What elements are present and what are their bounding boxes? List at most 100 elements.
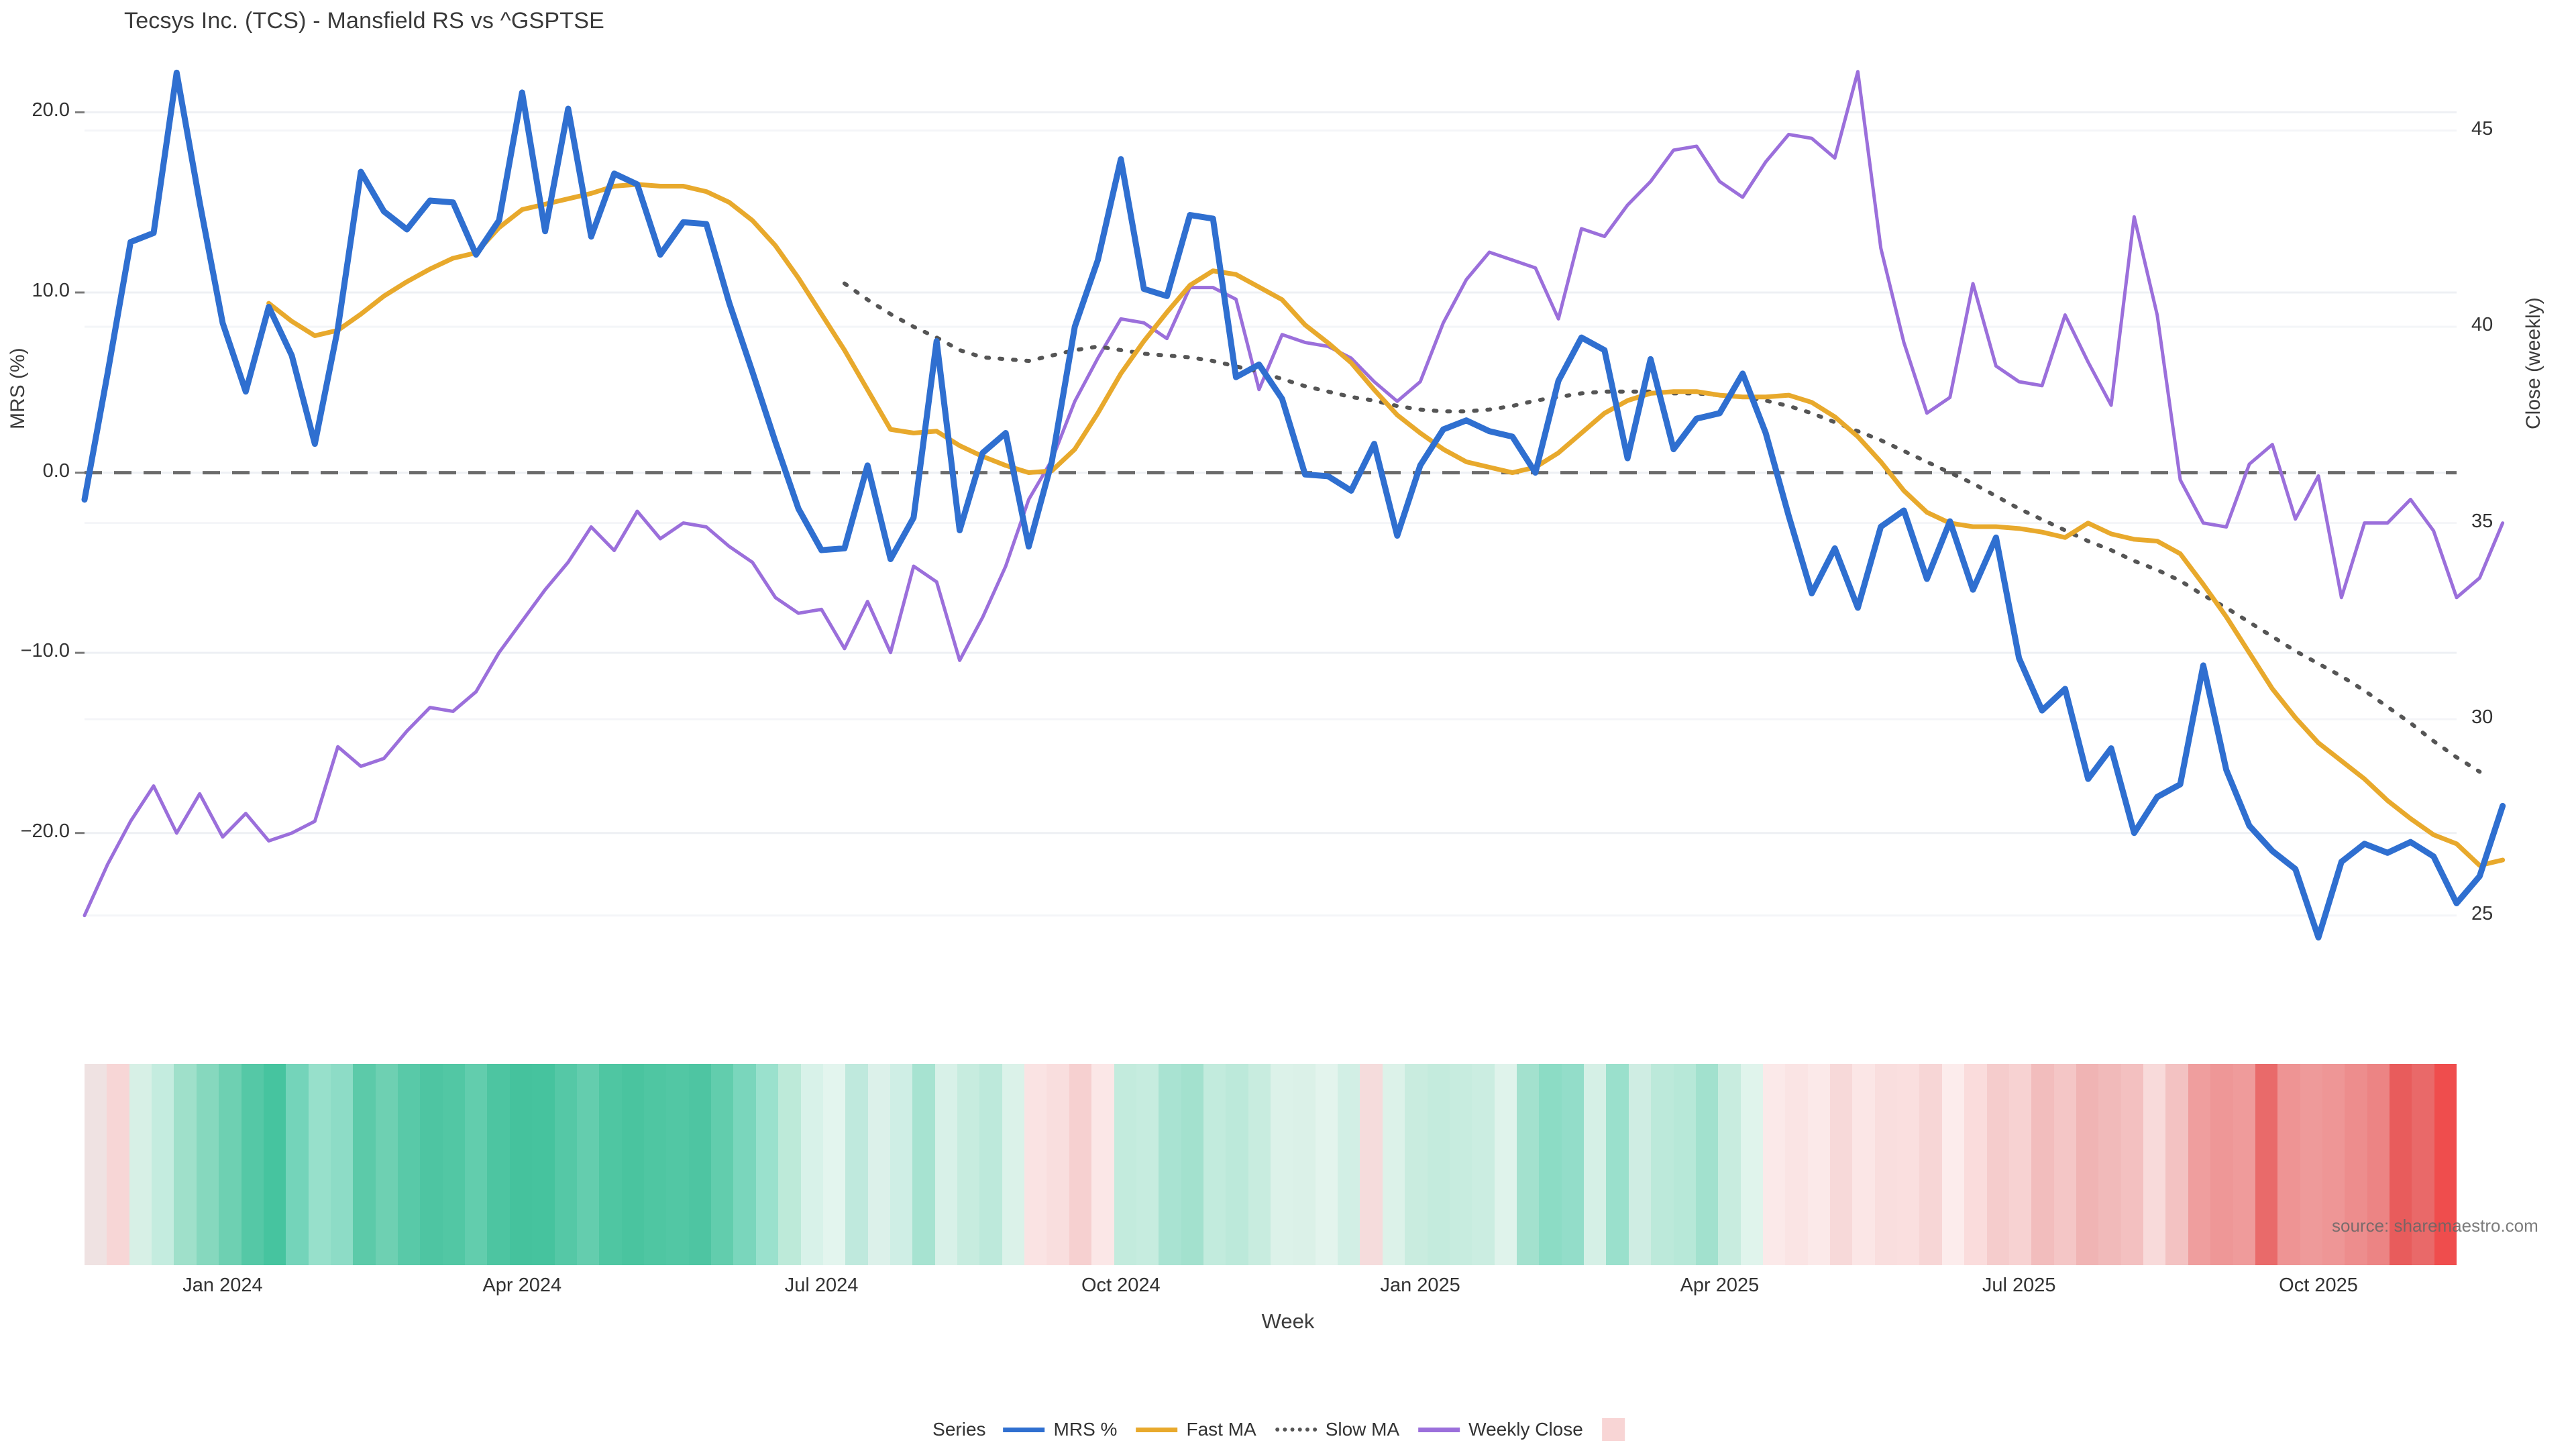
heatmap-band — [1338, 1064, 1360, 1265]
y2-tick-label: 35 — [2471, 510, 2493, 532]
heatmap-band — [1203, 1064, 1226, 1265]
heatmap-band — [755, 1064, 779, 1265]
heatmap-band — [957, 1064, 980, 1265]
heatmap-band — [2031, 1064, 2054, 1265]
heatmap-band — [1226, 1064, 1248, 1265]
heatmap-band — [1248, 1064, 1271, 1265]
legend-item-label: MRS % — [1053, 1419, 1118, 1440]
legend-line-icon — [1275, 1428, 1317, 1432]
heatmap-band — [2210, 1064, 2233, 1265]
heatmap-band — [1427, 1064, 1450, 1265]
x-tick-label: Jul 2025 — [1982, 1275, 2056, 1296]
heatmap-band — [2322, 1064, 2345, 1265]
heatmap-band — [1091, 1064, 1114, 1265]
heatmap-band — [1628, 1064, 1652, 1265]
heatmap-band — [2143, 1064, 2166, 1265]
heatmap-band — [1114, 1064, 1136, 1265]
legend-item-label: Slow MA — [1325, 1419, 1400, 1440]
heatmap-band — [2233, 1064, 2255, 1265]
heatmap-band — [1382, 1064, 1405, 1265]
x-tick-label: Oct 2024 — [1081, 1275, 1161, 1296]
heatmap-band — [308, 1064, 331, 1265]
legend-item-label: Weekly Close — [1468, 1419, 1583, 1440]
heatmap-band — [1897, 1064, 1920, 1265]
heatmap-band — [1293, 1064, 1316, 1265]
heatmap-band — [2367, 1064, 2390, 1265]
x-tick-label: Jan 2025 — [1380, 1275, 1460, 1296]
heatmap-band — [152, 1064, 174, 1265]
heatmap-band — [1449, 1064, 1472, 1265]
legend-item[interactable] — [1601, 1418, 1625, 1441]
legend-item[interactable]: Slow MA — [1275, 1419, 1399, 1440]
heatmap-band — [711, 1064, 734, 1265]
x-tick-label: Jan 2024 — [182, 1275, 263, 1296]
y-tick-label: −10.0 — [20, 640, 70, 662]
heatmap-band — [1740, 1064, 1763, 1265]
heatmap-band — [1539, 1064, 1562, 1265]
heatmap-band — [420, 1064, 443, 1265]
x-tick-label: Apr 2024 — [482, 1275, 562, 1296]
heatmap-band — [174, 1064, 197, 1265]
heatmap-band — [353, 1064, 376, 1265]
heatmap-band — [1919, 1064, 1942, 1265]
heatmap-band — [934, 1064, 958, 1265]
heatmap-band — [1852, 1064, 1875, 1265]
heatmap-band — [1830, 1064, 1853, 1265]
heatmap-band — [1673, 1064, 1696, 1265]
heatmap-band — [442, 1064, 466, 1265]
heatmap-band — [1986, 1064, 2009, 1265]
y2-tick-label: 25 — [2471, 902, 2493, 924]
legend-line-icon — [1136, 1427, 1178, 1432]
x-tick-label: Apr 2025 — [1680, 1275, 1760, 1296]
heatmap-band — [532, 1064, 555, 1265]
heatmap-band — [2277, 1064, 2300, 1265]
heatmap-band — [867, 1064, 890, 1265]
legend-line-icon — [1003, 1427, 1045, 1432]
heatmap-band — [1651, 1064, 1674, 1265]
heatmap-band — [129, 1064, 152, 1265]
heatmap-band — [1762, 1064, 1786, 1265]
legend-item[interactable]: Weekly Close — [1418, 1419, 1583, 1440]
heatmap-band — [1159, 1064, 1181, 1265]
heatmap-band — [2255, 1064, 2278, 1265]
heatmap-band — [1315, 1064, 1338, 1265]
heatmap-band — [2412, 1064, 2434, 1265]
heatmap-band — [688, 1064, 712, 1265]
heatmap-band — [2300, 1064, 2322, 1265]
heatmap-band — [2053, 1064, 2076, 1265]
heatmap-band — [576, 1064, 600, 1265]
heatmap-band — [263, 1064, 286, 1265]
heatmap-band — [1785, 1064, 1808, 1265]
heatmap-band — [1181, 1064, 1203, 1265]
y-tick-label: 20.0 — [32, 99, 70, 121]
x-tick-label: Oct 2025 — [2279, 1275, 2358, 1296]
heatmap-band — [465, 1064, 488, 1265]
heatmap-band — [2165, 1064, 2188, 1265]
heatmap-band — [1360, 1064, 1383, 1265]
heatmap-band — [1517, 1064, 1540, 1265]
heatmap-band — [286, 1064, 309, 1265]
heatmap-band — [979, 1064, 1002, 1265]
legend-item[interactable]: Fast MA — [1136, 1419, 1256, 1440]
heatmap-band — [599, 1064, 622, 1265]
legend-title: Series — [932, 1419, 986, 1440]
heatmap-band — [1964, 1064, 1987, 1265]
page-title: Tecsys Inc. (TCS) - Mansfield RS vs ^GSP… — [124, 8, 605, 34]
heatmap-band — [2121, 1064, 2144, 1265]
y-axis-label-right: Close (weekly) — [2522, 297, 2544, 429]
x-tick-label: Jul 2024 — [784, 1275, 859, 1296]
heatmap-band — [487, 1064, 510, 1265]
legend-item[interactable]: MRS % — [1003, 1419, 1118, 1440]
heatmap-band — [375, 1064, 398, 1265]
heatmap-band — [666, 1064, 689, 1265]
heatmap-band — [621, 1064, 644, 1265]
y2-tick-label: 30 — [2471, 706, 2493, 729]
heatmap-band — [509, 1064, 533, 1265]
heatmap-band — [778, 1064, 801, 1265]
legend-swatch-icon — [1601, 1418, 1625, 1441]
heatmap-band — [1472, 1064, 1495, 1265]
heatmap-band — [2008, 1064, 2032, 1265]
heatmap-band — [912, 1064, 935, 1265]
